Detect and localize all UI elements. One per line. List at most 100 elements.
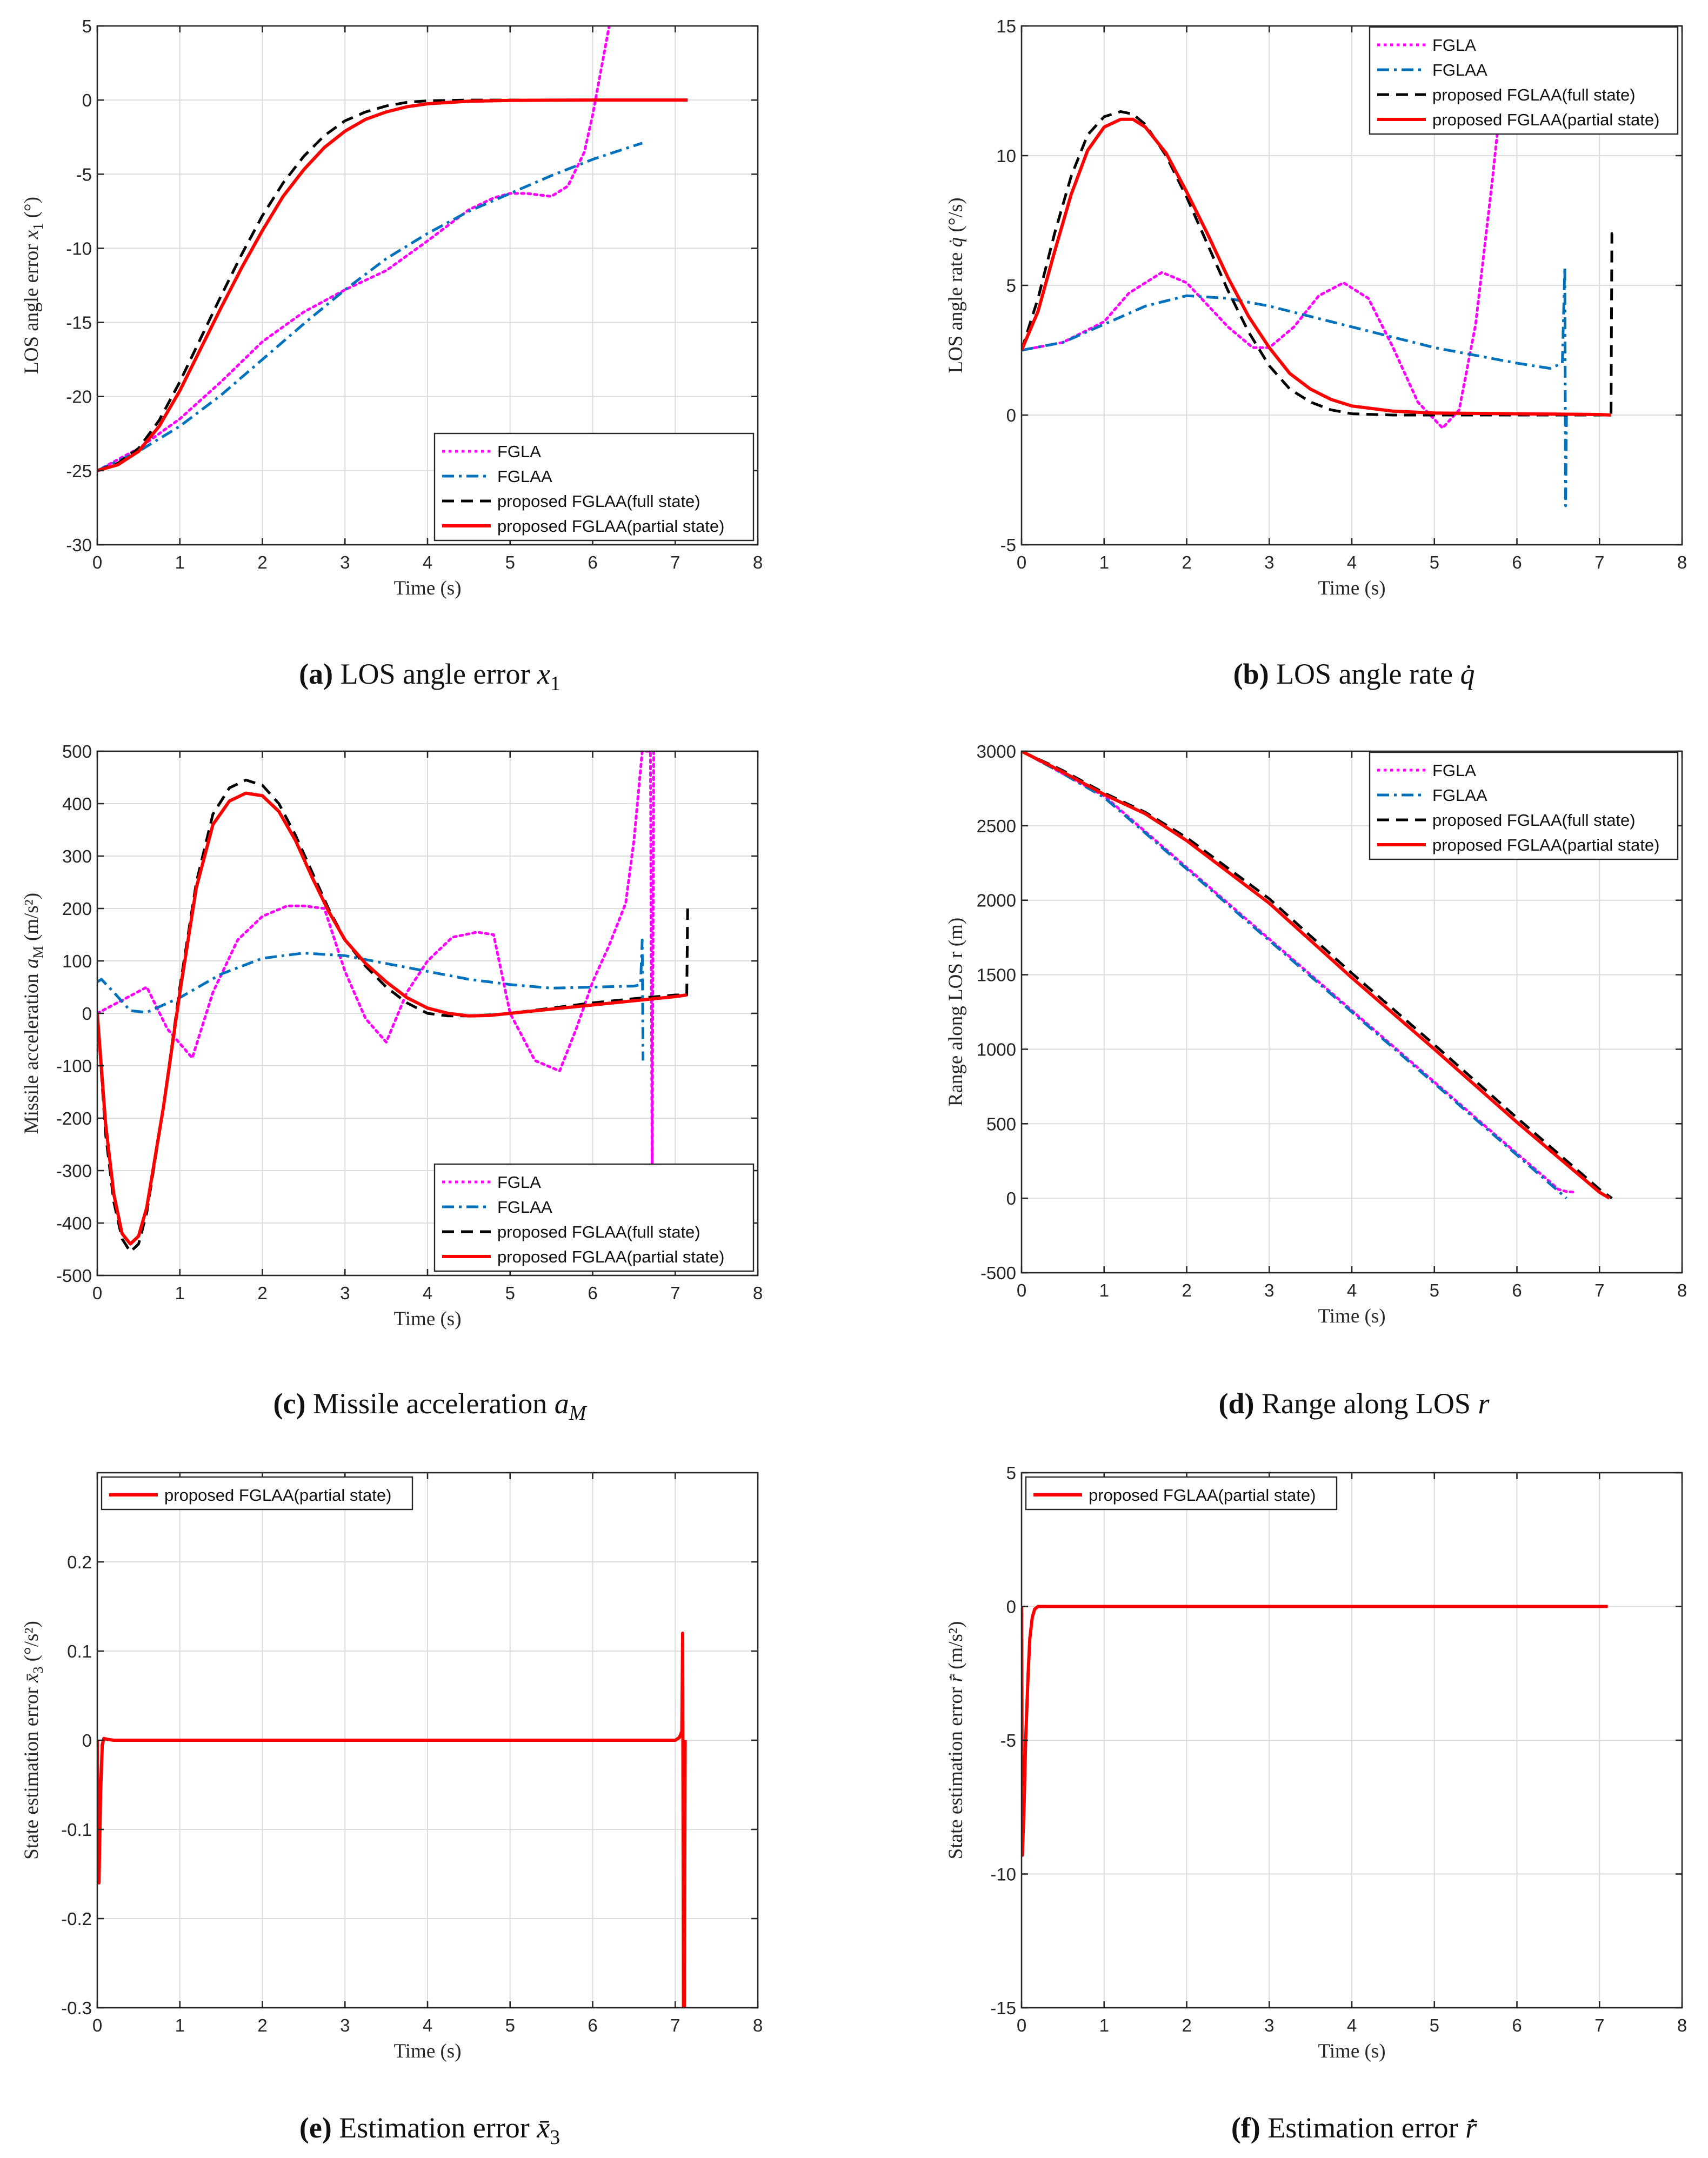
legend-entry-label: proposed FGLAA(full state): [1432, 85, 1636, 104]
y-tick-label: 15: [996, 16, 1016, 36]
x-tick-label: 6: [1512, 1280, 1522, 1300]
x-axis-label: Time (s): [1318, 577, 1385, 599]
y-axis-label: Missile acceleration aM (m/s²): [21, 893, 46, 1134]
x-tick-label: 3: [1264, 552, 1274, 572]
x-tick-label: 8: [753, 552, 763, 572]
y-tick-label: 0: [1006, 1597, 1016, 1617]
x-tick-label: 7: [1594, 2015, 1604, 2035]
x-axis-label: Time (s): [393, 2040, 461, 2062]
y-axis-label: LOS angle rate q̇ (°/s): [945, 197, 967, 373]
panel-caption: (c) Missile acceleration aM: [273, 1387, 588, 1425]
x-tick-label: 1: [1099, 2015, 1109, 2035]
y-tick-label: -200: [56, 1108, 92, 1128]
x-tick-label: 6: [588, 2015, 597, 2035]
x-tick-label: 7: [670, 2015, 680, 2035]
y-tick-label: 0.1: [67, 1641, 92, 1661]
x-tick-label: 5: [505, 552, 515, 572]
y-tick-label: -15: [990, 1998, 1016, 2018]
x-tick-label: 8: [1677, 1280, 1687, 1300]
legend-entry-label: proposed FGLAA(partial state): [1432, 110, 1659, 129]
x-tick-label: 1: [175, 2015, 185, 2035]
y-tick-label: -500: [980, 1263, 1016, 1283]
y-tick-label: 0: [82, 1731, 92, 1751]
x-tick-label: 3: [340, 2015, 350, 2035]
legend-entry-label: FGLA: [1432, 36, 1476, 55]
x-tick-label: 6: [1512, 2015, 1522, 2035]
series-group: [97, 751, 689, 1253]
legend: proposed FGLAA(partial state): [1025, 1476, 1338, 1511]
x-axis-label: Time (s): [393, 1308, 461, 1330]
series-line-partial: [97, 1632, 687, 2008]
y-axis-label: State estimation error r̄̇ (m/s²): [945, 1621, 967, 1860]
x-tick-label: 3: [1264, 1280, 1274, 1300]
x-tick-label: 4: [1347, 1280, 1357, 1300]
legend-entry-label: proposed FGLAA(full state): [497, 1222, 700, 1241]
x-tick-label: 0: [92, 2015, 102, 2035]
x-axis-label: Time (s): [393, 577, 461, 599]
y-tick-label: 3000: [977, 741, 1016, 761]
legend: FGLA FGLAA proposed FGLAA(full state) propo…: [433, 1163, 755, 1272]
series-line-partial: [97, 98, 688, 472]
panel-e: 0 1 2 3 4 5 6 7 8 -0.3 -0.2 -0.1 0 0.1 0.2 Time (s) Stat…: [21, 1472, 763, 2149]
legend: FGLA FGLAA proposed FGLAA(full state) propo…: [1369, 751, 1679, 860]
legend-entry-label: proposed FGLAA(partial state): [1089, 1486, 1316, 1505]
y-axis-label: LOS angle error x1 (°): [21, 197, 46, 374]
y-tick-label: 0: [1006, 1188, 1016, 1208]
series-group: [97, 1632, 687, 2008]
x-tick-label: 5: [505, 1283, 515, 1303]
legend-entry-label: FGLA: [1432, 761, 1476, 780]
y-tick-label: 0: [1006, 405, 1016, 425]
x-tick-label: 4: [423, 552, 432, 572]
x-tick-label: 0: [92, 552, 102, 572]
y-tick-label: 0: [82, 90, 92, 110]
x-tick-label: 2: [1182, 2015, 1191, 2035]
legend-entry-label: proposed FGLAA(full state): [497, 492, 700, 511]
panel-c: 0 1 2 3 4 5 6 7 8 -500 -400 -300 -200 -100 0 100 200 300 4…: [21, 741, 763, 1425]
x-tick-label: 4: [423, 2015, 432, 2035]
x-tick-label: 2: [257, 2015, 267, 2035]
legend-box: [1369, 751, 1679, 860]
x-tick-label: 3: [1264, 2015, 1274, 2035]
series-line-fglaa: [1022, 265, 1569, 507]
y-tick-label: 1000: [977, 1039, 1016, 1059]
y-tick-label: -5: [76, 164, 92, 184]
x-tick-label: 1: [1099, 552, 1109, 572]
series-line-partial: [1022, 117, 1611, 417]
x-tick-label: 5: [1430, 552, 1439, 572]
y-tick-label: 500: [986, 1114, 1016, 1134]
y-tick-label: 2000: [977, 891, 1016, 911]
y-tick-label: 5: [1006, 1463, 1016, 1483]
legend-entry-label: FGLA: [497, 442, 541, 461]
x-tick-label: 5: [1430, 1280, 1439, 1300]
x-tick-label: 4: [1347, 552, 1357, 572]
x-tick-label: 2: [257, 552, 267, 572]
x-tick-label: 0: [1017, 552, 1026, 572]
series-group: [1022, 1605, 1608, 1857]
y-tick-label: -10: [66, 238, 92, 258]
y-tick-label: -25: [66, 461, 92, 481]
x-tick-label: 7: [670, 552, 680, 572]
x-tick-label: 3: [340, 1283, 350, 1303]
x-tick-label: 4: [1347, 2015, 1357, 2035]
x-tick-label: 7: [1594, 552, 1604, 572]
y-tick-label: -30: [66, 535, 92, 555]
x-tick-label: 2: [1182, 1280, 1191, 1300]
series-line-partial: [1022, 751, 1611, 1200]
series-line-fgla: [1022, 26, 1514, 430]
y-tick-label: -20: [66, 387, 92, 407]
series-line-fglaa: [97, 938, 645, 1061]
legend-entry-label: proposed FGLAA(partial state): [164, 1486, 391, 1505]
y-axis-label: State estimation error x̄3 (°/s²): [21, 1621, 46, 1860]
panel-a: 0 1 2 3 4 5 6 7 8 -30 -25 -20 -15 -10 -5 0 5 Time (s) LOS …: [21, 16, 763, 695]
panel-f: 0 1 2 3 4 5 6 7 8 -15 -10 -5 0 5 Time (s) State estimat…: [945, 1463, 1687, 2144]
y-tick-label: -15: [66, 313, 92, 333]
y-tick-label: 100: [62, 951, 92, 971]
series-group: [1022, 751, 1613, 1200]
series-line-fgla: [97, 26, 611, 472]
y-tick-label: -5: [1000, 535, 1016, 555]
panel-caption: (f) Estimation error r̄̇: [1231, 2112, 1478, 2144]
y-tick-label: -10: [990, 1865, 1016, 1885]
x-tick-label: 5: [505, 2015, 515, 2035]
x-tick-label: 6: [1512, 552, 1522, 572]
y-tick-label: -300: [56, 1161, 92, 1181]
